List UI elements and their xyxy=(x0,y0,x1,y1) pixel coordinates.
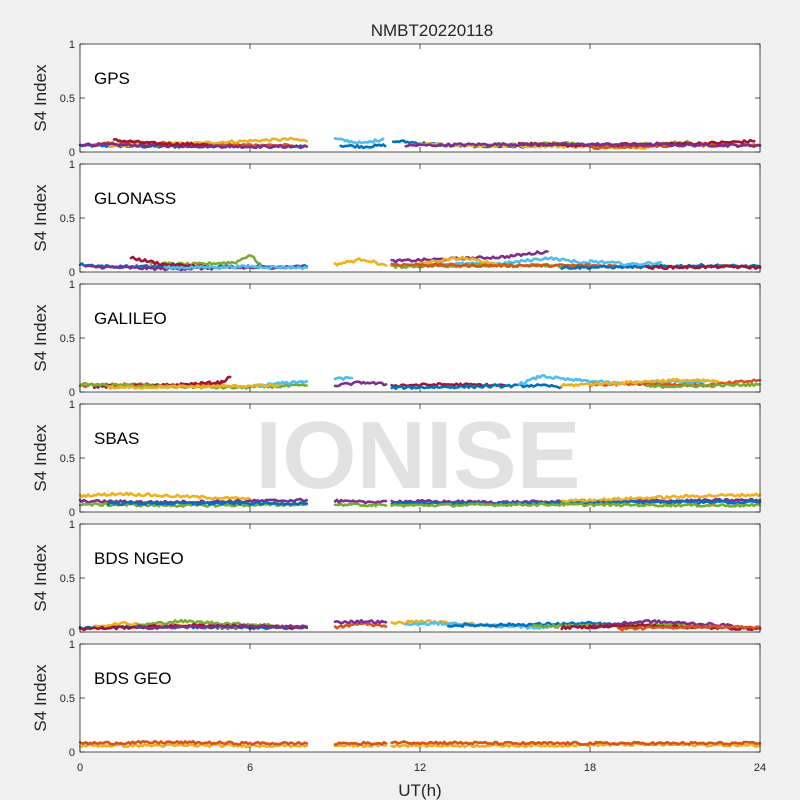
series-track xyxy=(107,383,280,390)
series-track xyxy=(333,375,354,382)
series-track xyxy=(390,740,762,747)
x-tick-label: 6 xyxy=(247,762,253,774)
series-track xyxy=(78,739,309,746)
panel-label: BDS GEO xyxy=(94,669,171,688)
panel-label: BDS NGEO xyxy=(94,549,184,568)
series-track xyxy=(333,618,388,625)
series-track xyxy=(645,264,762,271)
y-axis-label: S4 Index xyxy=(31,64,50,132)
y-axis-label: S4 Index xyxy=(31,664,50,732)
series-track xyxy=(333,380,388,388)
series-track xyxy=(390,383,564,391)
x-axis: 0 6 12 18 24 xyxy=(77,762,766,774)
y-tick-label: 1 xyxy=(69,159,75,171)
series-track xyxy=(333,740,388,746)
y-axis-label: S4 Index xyxy=(31,304,50,372)
y-axis-label: S4 Index xyxy=(31,184,50,252)
series-track xyxy=(645,382,762,390)
panel-label: GLONASS xyxy=(94,189,176,208)
y-tick-label: 0.5 xyxy=(60,453,75,465)
y-tick-label: 0 xyxy=(69,507,75,519)
panel-sbas: 0 0.5 1 SBAS S4 Index xyxy=(31,399,762,519)
series-track xyxy=(560,492,762,504)
y-tick-label: 1 xyxy=(69,639,75,651)
series-track xyxy=(78,381,309,390)
series-track xyxy=(112,138,209,147)
series-track xyxy=(333,502,388,508)
panel-label: GALILEO xyxy=(94,309,167,328)
series-track xyxy=(78,142,309,150)
series-track xyxy=(588,259,663,267)
panel-gps: 0 0.5 1 GPS S4 Index xyxy=(31,39,762,159)
series-track xyxy=(163,264,309,271)
panel-galileo: 0 0.5 1 GALILEO S4 Index xyxy=(31,279,762,399)
series-track xyxy=(333,498,388,505)
series-track xyxy=(339,143,387,150)
axes-background xyxy=(80,284,760,392)
series-track xyxy=(333,621,388,630)
y-tick-label: 0 xyxy=(69,387,75,399)
y-tick-label: 0.5 xyxy=(60,213,75,225)
y-tick-label: 0 xyxy=(69,267,75,279)
series-track xyxy=(418,255,507,268)
series-track xyxy=(616,624,762,632)
series-track xyxy=(135,623,309,631)
series-track xyxy=(78,491,252,501)
axes-background xyxy=(80,164,760,272)
series-track xyxy=(560,377,719,388)
y-tick-label: 0.5 xyxy=(60,93,75,105)
x-tick-label: 24 xyxy=(754,762,766,774)
panel-glonass: 0 0.5 1 GLONASS S4 Index xyxy=(31,159,762,279)
series-track xyxy=(333,257,388,267)
x-tick-label: 12 xyxy=(414,762,426,774)
series-track xyxy=(135,618,280,628)
y-tick-label: 0 xyxy=(69,627,75,639)
axes-background xyxy=(80,644,760,752)
y-tick-label: 0.5 xyxy=(60,693,75,705)
panel-bds-geo: 0 0.5 1 BDS GEO S4 Index xyxy=(31,639,762,759)
x-axis-label: UT(h) xyxy=(398,781,441,800)
series-track xyxy=(333,137,385,145)
axes-background xyxy=(80,524,760,632)
series-track xyxy=(149,254,263,267)
chart-title: NMBT20220118 xyxy=(371,21,494,40)
y-tick-label: 1 xyxy=(69,399,75,411)
y-axis-label: S4 Index xyxy=(31,544,50,612)
y-axis-label: S4 Index xyxy=(31,424,50,492)
series-track xyxy=(390,501,762,508)
panel-label: GPS xyxy=(94,69,130,88)
y-tick-label: 0 xyxy=(69,147,75,159)
axes-background xyxy=(80,44,760,152)
y-tick-label: 1 xyxy=(69,519,75,531)
panel-bds-ngeo: 0 0.5 1 BDS NGEO S4 Index xyxy=(31,519,762,639)
watermark: IONISE xyxy=(255,402,580,509)
y-tick-label: 0 xyxy=(69,747,75,759)
y-tick-label: 0.5 xyxy=(60,573,75,585)
series-track xyxy=(404,141,762,148)
panel-label: SBAS xyxy=(94,429,139,448)
panels: 0 0.5 1 GPS S4 Index 0 0.5 1 GLONASS S4 Index 0 0.5… xyxy=(31,39,762,759)
series-track xyxy=(588,619,734,629)
axes-background xyxy=(80,404,760,512)
y-tick-label: 1 xyxy=(69,279,75,291)
y-tick-label: 0.5 xyxy=(60,333,75,345)
y-tick-label: 1 xyxy=(69,39,75,51)
x-tick-label: 0 xyxy=(77,762,83,774)
series-track xyxy=(107,500,309,507)
x-tick-label: 18 xyxy=(584,762,596,774)
